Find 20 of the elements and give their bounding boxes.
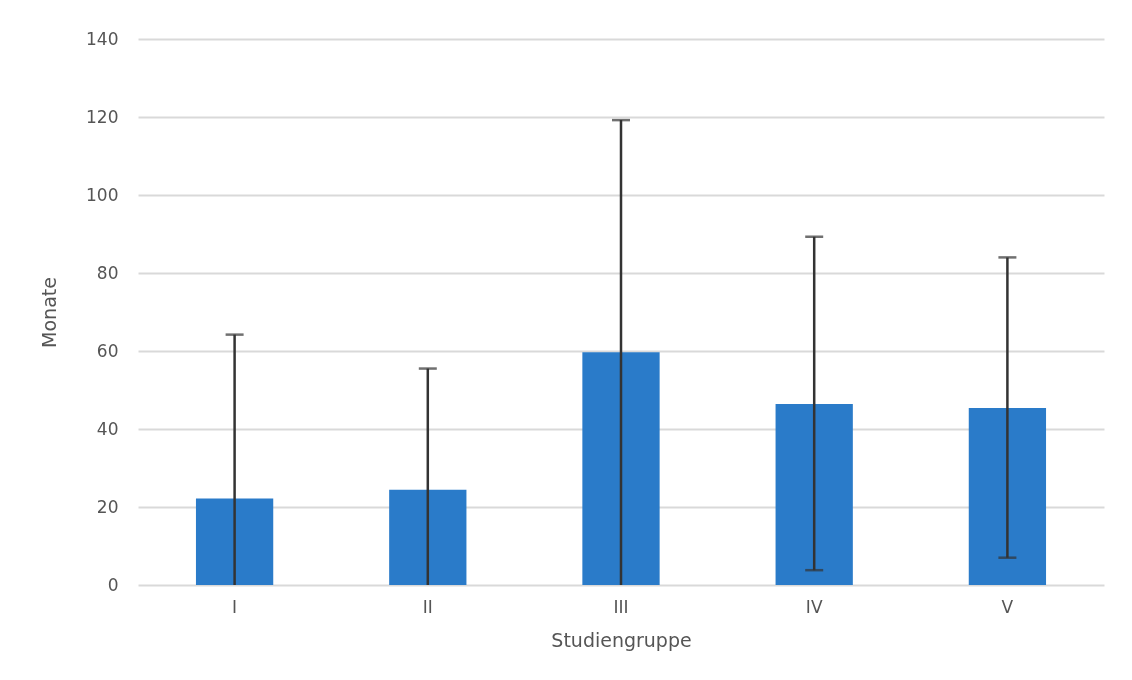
y-tick-label: 0	[107, 574, 119, 595]
x-tick-label: I	[232, 596, 238, 617]
x-tick-label: V	[1001, 596, 1014, 617]
bar	[775, 404, 853, 585]
bar	[389, 489, 467, 585]
bar	[582, 352, 660, 585]
y-tick-label: 100	[86, 184, 119, 205]
x-tick-label: IV	[805, 596, 823, 617]
y-tick-label: 120	[86, 106, 119, 127]
y-axis-title: Monate	[38, 277, 61, 348]
y-tick-label: 20	[96, 496, 119, 517]
y-tick-label: 60	[96, 340, 119, 361]
y-tick-label: 40	[96, 418, 119, 439]
bar	[195, 498, 274, 585]
x-tick-label: II	[422, 596, 433, 617]
x-tick-label: III	[613, 596, 629, 617]
y-tick-label: 140	[86, 28, 119, 49]
bar	[968, 407, 1047, 585]
x-axis-title: Studiengruppe	[551, 628, 692, 651]
y-tick-label: 80	[96, 262, 119, 283]
